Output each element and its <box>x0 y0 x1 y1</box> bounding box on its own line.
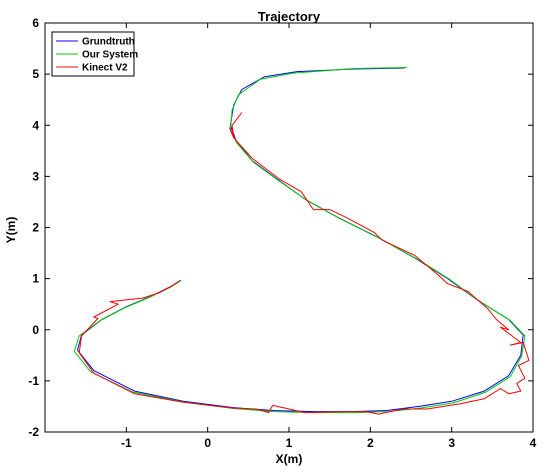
series-group <box>73 67 530 415</box>
x-axis-label: X(m) <box>276 452 303 466</box>
x-tick-label: 1 <box>286 436 293 450</box>
legend-label-grundtruth: Grundtruth <box>82 37 135 48</box>
y-tick-label: -1 <box>28 374 39 388</box>
series-line-kinect-v2 <box>78 112 530 415</box>
x-tick-label: -1 <box>121 436 132 450</box>
y-tick-label: 6 <box>32 16 39 30</box>
y-axis-label: Y(m) <box>4 217 18 244</box>
x-tick-label: 0 <box>204 436 211 450</box>
legend-label-kinect-v2: Kinect V2 <box>82 63 128 74</box>
y-tick-label: -2 <box>28 425 39 439</box>
axes: -1 0 1 2 3 4 -2 -1 0 1 2 3 4 5 6 <box>28 16 536 450</box>
legend: Grundtruth Our System Kinect V2 <box>51 31 138 77</box>
x-tick-label: 4 <box>530 436 537 450</box>
x-tick-label: 2 <box>367 436 374 450</box>
legend-label-our-system: Our System <box>82 50 138 61</box>
chart-title: Trajectory <box>258 9 321 24</box>
y-tick-label: 2 <box>32 221 39 235</box>
y-tick-label: 4 <box>32 118 39 132</box>
y-tick-label: 0 <box>32 323 39 337</box>
y-tick-label: 5 <box>32 67 39 81</box>
y-tick-label: 1 <box>32 272 39 286</box>
y-tick-label: 3 <box>32 169 39 183</box>
x-tick-label: 3 <box>448 436 455 450</box>
